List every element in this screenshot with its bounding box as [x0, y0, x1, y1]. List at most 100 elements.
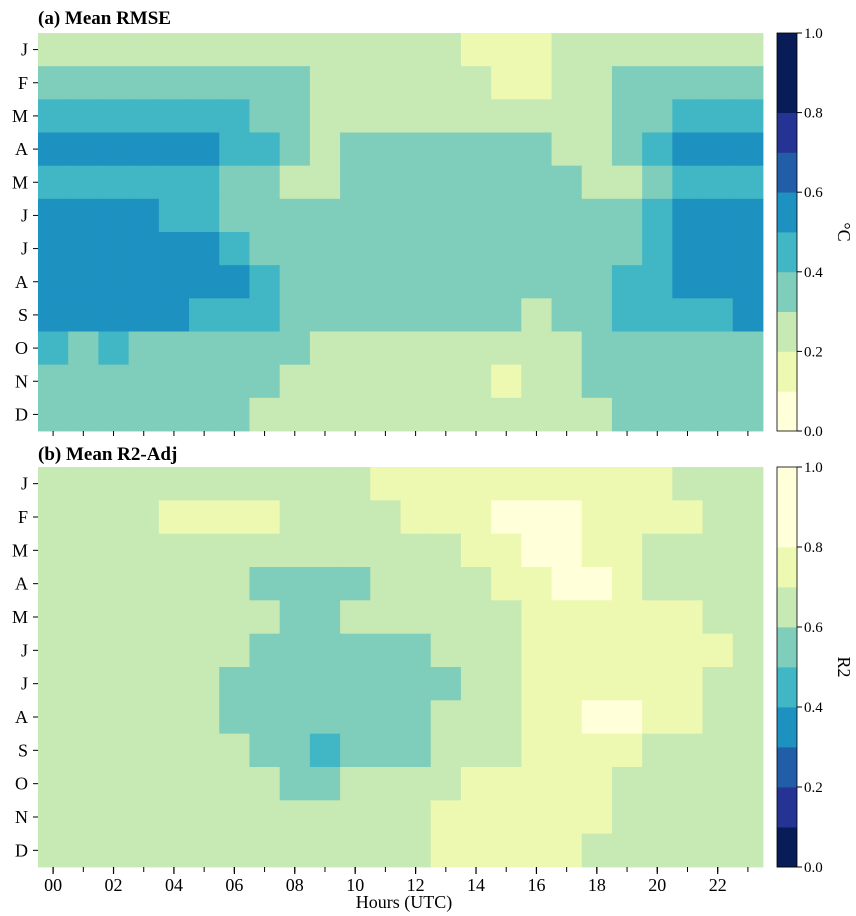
heatmap-cell — [732, 700, 764, 735]
heatmap-cell — [158, 364, 190, 399]
heatmap-cell — [611, 800, 643, 835]
heatmap-cell — [581, 364, 613, 399]
heatmap-cell — [702, 298, 734, 332]
colorbar-tick-label: 0.8 — [804, 106, 823, 122]
heatmap-cell — [189, 397, 220, 432]
heatmap-cell — [702, 600, 734, 635]
heatmap-cell — [551, 132, 583, 167]
colorbar-tick-label: 0.4 — [804, 700, 823, 716]
heatmap-cell — [400, 331, 432, 366]
heatmap-cell — [98, 467, 130, 501]
heatmap-cell — [309, 265, 341, 299]
heatmap-cell — [219, 331, 250, 366]
heatmap-cell — [68, 667, 99, 701]
heatmap-cell — [98, 600, 130, 635]
heatmap-cell — [430, 633, 462, 668]
heatmap-cell — [642, 833, 673, 868]
y-tick-label: A — [15, 574, 28, 594]
heatmap-cell — [732, 132, 764, 167]
heatmap-cell — [672, 364, 703, 399]
heatmap-cell — [672, 633, 703, 668]
heatmap-cell — [309, 132, 341, 167]
heatmap-cell — [581, 467, 613, 501]
heatmap-cell — [279, 467, 311, 501]
heatmap-cell — [370, 397, 401, 432]
heatmap-cell — [340, 265, 371, 299]
heatmap-cell — [460, 397, 492, 432]
y-tick-label: O — [15, 338, 28, 358]
x-tick-label: 16 — [527, 875, 545, 895]
heatmap-cell — [460, 232, 492, 266]
heatmap-cell — [521, 33, 552, 67]
heatmap-cell — [642, 533, 673, 568]
y-tick-label: J — [21, 640, 28, 660]
heatmap-cell — [370, 767, 401, 801]
heatmap-cell — [219, 132, 250, 167]
heatmap-cell — [521, 633, 552, 668]
heatmap-cell — [551, 700, 583, 735]
heatmap-cell — [219, 700, 250, 735]
heatmap-cell — [732, 397, 764, 432]
heatmap-cell — [551, 733, 583, 768]
heatmap-cell — [642, 132, 673, 167]
heatmap-cell — [581, 633, 613, 668]
heatmap-cell — [460, 700, 492, 735]
heatmap-cell — [521, 667, 552, 701]
heatmap-cell — [340, 500, 371, 535]
heatmap-cell — [370, 633, 401, 668]
heatmap-cell — [68, 265, 99, 299]
heatmap-cell — [38, 567, 69, 601]
heatmap-cell — [340, 298, 371, 332]
heatmap-cell — [340, 66, 371, 100]
heatmap-cell — [491, 265, 522, 299]
heatmap-cell — [702, 733, 734, 768]
heatmap-cell — [128, 567, 160, 601]
heatmap-cell — [521, 265, 552, 299]
heatmap-cell — [521, 364, 552, 399]
heatmap-cell — [521, 165, 552, 200]
x-axis: 00 02 04 06 08 10 12 14 16 18 20 22 — [44, 867, 727, 895]
heatmap-cell — [430, 833, 462, 868]
heatmap-cell — [611, 99, 643, 133]
heatmap-cell — [340, 733, 371, 768]
heatmap-cell — [400, 500, 432, 535]
heatmap-cell — [611, 331, 643, 366]
y-tick-label: M — [12, 540, 28, 560]
colorbar-segment — [777, 72, 797, 113]
heatmap-cell — [68, 132, 99, 167]
heatmap-cell — [370, 833, 401, 868]
heatmap-cell — [430, 397, 462, 432]
heatmap-cell — [279, 533, 311, 568]
heatmap-cell — [158, 132, 190, 167]
heatmap-cell — [611, 165, 643, 200]
heatmap-cell — [219, 165, 250, 200]
heatmap-cell — [400, 198, 432, 233]
heatmap-cell — [279, 364, 311, 399]
heatmap-cell — [642, 767, 673, 801]
heatmap-cell — [702, 767, 734, 801]
heatmap-cell — [611, 132, 643, 167]
heatmap-cell — [158, 331, 190, 366]
heatmap-cell — [219, 467, 250, 501]
heatmap-cell — [551, 33, 583, 67]
heatmap-cell — [38, 99, 69, 133]
heatmap-cell — [732, 467, 764, 501]
heatmap-cell — [400, 767, 432, 801]
heatmap-cell — [551, 331, 583, 366]
colorbar-segment — [777, 192, 797, 233]
heatmap-cell — [521, 733, 552, 768]
heatmap-cell — [581, 800, 613, 835]
heatmap-cell — [340, 700, 371, 735]
colorbar-segment — [777, 351, 797, 392]
y-tick-label: A — [15, 139, 28, 159]
heatmap-cell — [642, 33, 673, 67]
heatmap-cell — [551, 298, 583, 332]
heatmap-cell — [581, 33, 613, 67]
heatmap-cell — [430, 198, 462, 233]
heatmap-cell — [128, 132, 160, 167]
heatmap-cell — [491, 700, 522, 735]
colorbar-segment — [777, 507, 797, 548]
heatmap-cell — [702, 33, 734, 67]
heatmap-cell — [189, 165, 220, 200]
y-tick-label: J — [21, 40, 28, 60]
